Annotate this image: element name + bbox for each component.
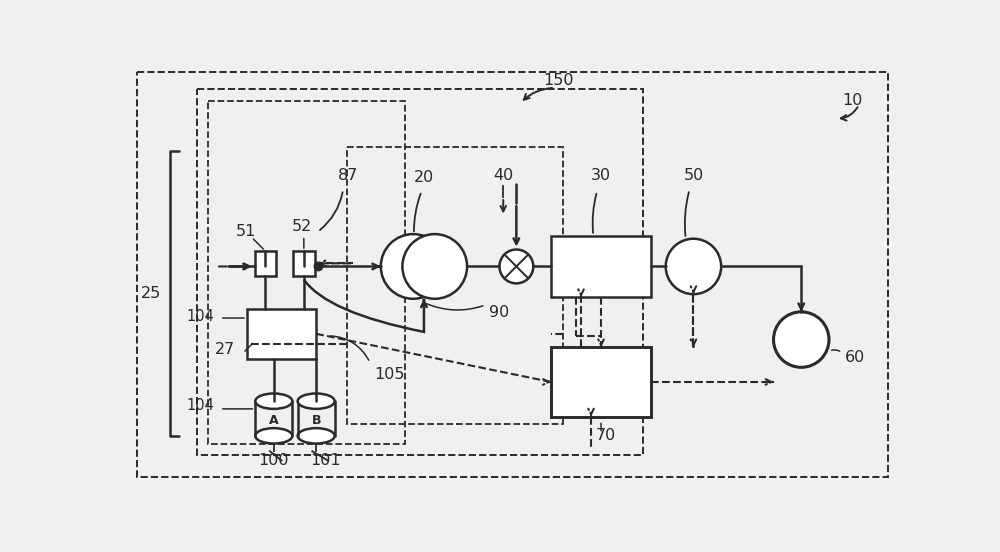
Text: 20: 20 — [414, 171, 434, 185]
Bar — [347, 147, 563, 424]
Text: 51: 51 — [236, 224, 256, 239]
Bar — [247, 309, 316, 359]
Ellipse shape — [255, 394, 292, 409]
Text: B: B — [311, 415, 321, 427]
Text: 30: 30 — [591, 168, 611, 183]
Bar — [551, 236, 651, 297]
Circle shape — [314, 262, 323, 270]
Text: 25: 25 — [140, 286, 161, 301]
Bar — [551, 347, 651, 417]
Circle shape — [666, 238, 721, 294]
Bar — [255, 251, 276, 275]
Text: 40: 40 — [493, 168, 513, 183]
Text: 104: 104 — [187, 397, 215, 412]
Text: 104: 104 — [187, 309, 215, 324]
Text: 10: 10 — [842, 93, 863, 108]
Text: 150: 150 — [543, 73, 574, 88]
Circle shape — [381, 234, 446, 299]
Text: 105: 105 — [374, 367, 404, 382]
Ellipse shape — [298, 394, 335, 409]
Text: 27: 27 — [215, 342, 235, 357]
Text: 70: 70 — [596, 428, 616, 443]
Text: 50: 50 — [683, 168, 704, 183]
Text: 90: 90 — [489, 305, 510, 320]
Text: A: A — [269, 415, 279, 427]
Text: 52: 52 — [292, 219, 312, 234]
Bar — [293, 251, 315, 275]
Ellipse shape — [298, 428, 335, 444]
Text: 100: 100 — [259, 453, 289, 468]
Ellipse shape — [255, 428, 292, 444]
Text: 60: 60 — [845, 350, 865, 365]
Bar — [197, 89, 643, 455]
Bar — [208, 101, 405, 444]
Circle shape — [774, 312, 829, 367]
Text: 87: 87 — [338, 168, 359, 183]
Circle shape — [402, 234, 467, 299]
Text: 101: 101 — [310, 453, 341, 468]
Circle shape — [499, 250, 533, 283]
